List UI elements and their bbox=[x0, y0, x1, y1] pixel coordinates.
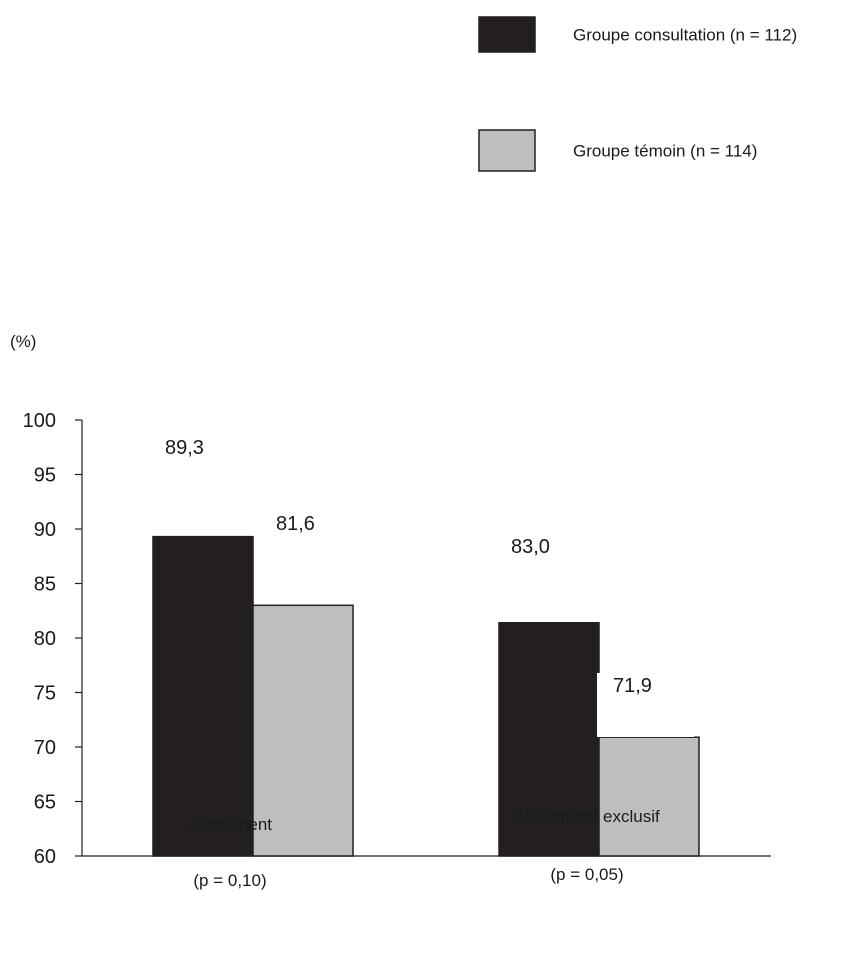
y-tick-label: 90 bbox=[34, 519, 56, 541]
legend: Groupe consultation (n = 112) Groupe témo… bbox=[478, 16, 797, 172]
y-axis-unit-label: (%) bbox=[10, 332, 36, 351]
y-tick-label: 85 bbox=[34, 574, 56, 596]
legend-label: Groupe consultation (n = 112) bbox=[573, 26, 797, 45]
y-tick-label: 70 bbox=[34, 737, 56, 759]
y-tick-label: 80 bbox=[34, 628, 56, 650]
bars bbox=[152, 535, 700, 857]
y-tick-label: 75 bbox=[34, 683, 56, 705]
bar-temoin-1 bbox=[252, 604, 354, 857]
legend-swatch-temoin bbox=[478, 129, 536, 172]
legend-label: Groupe témoin (n = 114) bbox=[573, 142, 757, 161]
data-labels: 89,3 83,0 81,6 71,9 bbox=[165, 437, 694, 737]
category-label: Allaitement bbox=[188, 815, 272, 834]
label-mask bbox=[597, 673, 694, 737]
data-label: 89,3 bbox=[165, 437, 204, 459]
y-tick-label: 60 bbox=[34, 846, 56, 868]
data-label: 81,6 bbox=[276, 513, 315, 535]
data-label: 83,0 bbox=[511, 536, 550, 558]
bar-consultation-1 bbox=[152, 535, 254, 857]
category-label: Allaitement exclusif bbox=[514, 807, 660, 826]
y-tick-label: 100 bbox=[23, 410, 56, 432]
y-tick-label: 95 bbox=[34, 465, 56, 487]
bar-temoin-2 bbox=[598, 736, 700, 857]
category-labels: Allaitement (p = 0,10) Allaitement exclusi… bbox=[188, 807, 660, 890]
category-p-value: (p = 0,10) bbox=[193, 871, 266, 890]
y-tick-label: 65 bbox=[34, 792, 56, 814]
bar-consultation-2 bbox=[498, 621, 600, 857]
data-label: 71,9 bbox=[613, 675, 652, 697]
category-p-value: (p = 0,05) bbox=[550, 865, 623, 884]
legend-swatch-consultation bbox=[478, 16, 536, 53]
